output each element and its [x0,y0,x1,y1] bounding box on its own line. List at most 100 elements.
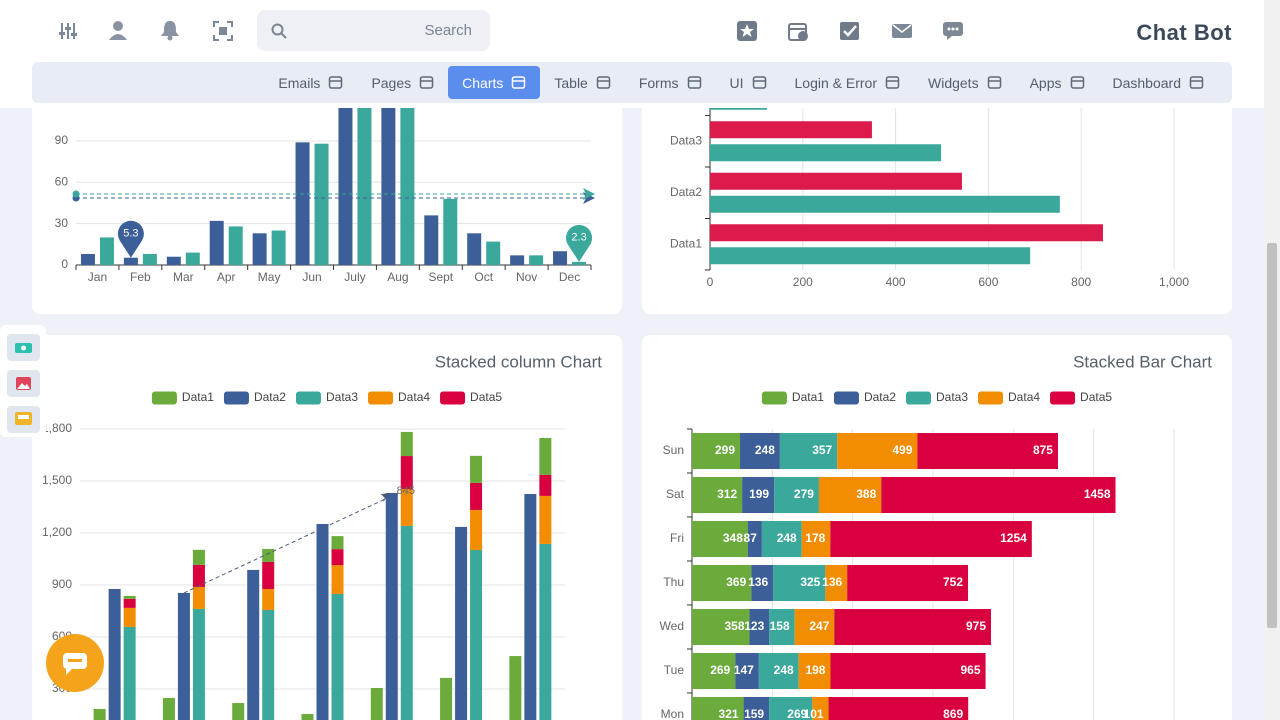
menu-icon [687,76,701,89]
data-label: 248 [774,663,794,677]
x-tick-label: Apr [217,270,236,284]
legend-label: Data1 [182,390,214,404]
data-label: 369 [726,575,746,589]
bar [798,653,831,689]
bar [370,687,383,720]
scrollbar[interactable] [1264,0,1280,720]
bell-icon[interactable] [160,20,180,42]
menu-item[interactable]: UI [716,66,781,99]
bar [710,121,872,139]
mail-icon[interactable] [891,20,913,42]
y-tick-label: Thu [663,575,684,589]
bar [262,561,275,589]
bar [751,565,774,601]
y-tick-label: Data1 [670,236,702,250]
scroll-thumb[interactable] [1267,243,1277,628]
bar [209,220,224,265]
bar [192,564,205,587]
menu-item[interactable]: Dashboard [1099,66,1219,99]
check-icon[interactable] [839,20,861,42]
bar [400,431,413,457]
bar [692,609,750,645]
legend-swatch [1050,391,1076,405]
y-tick-label: 90 [55,133,69,147]
menu-label: Table [554,74,588,91]
data-label: 248 [777,531,797,545]
y-tick-label: 1,500 [42,473,72,487]
bar [539,438,552,475]
legend-swatch [833,391,859,405]
trend-arrow-head [380,492,392,502]
legend-swatch [761,391,787,405]
bar [185,252,200,265]
bar [331,594,344,720]
bar [828,697,969,720]
user-icon[interactable] [108,20,128,42]
y-tick-label: Data2 [670,185,702,199]
legend-swatch [368,391,394,405]
menu-item[interactable]: Apps [1016,66,1099,99]
bar [232,703,245,720]
bar [400,456,413,489]
y-tick-label: Fri [670,531,684,545]
bar [443,198,458,265]
legend-swatch [978,391,1004,405]
data-label: 357 [812,443,832,457]
bar [400,525,413,720]
menu-icon [419,76,434,89]
trend-arrow [183,495,392,594]
menu-item[interactable]: Login & Error [781,66,914,99]
bar [142,253,157,265]
data-label: 248 [755,443,775,457]
data-label: 279 [794,487,814,501]
data-label: 1254 [1000,531,1027,545]
menu-item[interactable]: Charts [448,66,541,99]
fullscreen-icon[interactable] [212,20,234,42]
data-label: 199 [749,487,769,501]
settings-icon[interactable] [58,20,78,42]
bar [692,433,741,469]
data-label: 101 [804,707,824,720]
search-placeholder: Search [424,22,472,39]
search-box[interactable]: Search [257,10,490,51]
data-label: 147 [734,663,754,677]
bar [93,708,106,720]
x-tick-label: Mar [173,270,194,284]
bar [758,653,799,689]
y-tick-label: 30 [55,216,69,230]
bar [301,713,314,720]
y-tick-label: Sat [666,487,685,501]
menu-icon [885,76,900,89]
bar [123,607,136,627]
bar [830,653,986,689]
bar [262,548,275,562]
data-label: 869 [943,707,963,720]
star-icon[interactable] [736,20,758,42]
menu-item[interactable]: Table [540,66,624,99]
legend: Data1 Data2 Data3 Data4 Data5 [151,390,502,405]
bar [740,433,780,469]
menu-item[interactable]: Widgets [914,66,1016,99]
bar [692,477,743,513]
x-tick-label: July [344,270,365,284]
bar [818,477,882,513]
x-tick-label: Jun [302,270,321,284]
data-label: 247 [809,619,829,633]
legend-label: Data5 [1080,390,1112,404]
legend-swatch [295,391,321,405]
bar [99,237,114,265]
y-tick-label: Sun [663,443,684,457]
menu-item[interactable]: Forms [625,66,716,99]
bar [192,549,205,565]
x-tick-label: Feb [130,270,151,284]
calendar-icon[interactable] [787,20,809,42]
legend-swatch [223,391,249,405]
menu-item[interactable]: Pages [357,66,448,99]
menu-item[interactable]: Emails [264,66,357,99]
bar [316,523,329,720]
menu-label: Apps [1029,74,1062,91]
bar [742,477,775,513]
chat-icon[interactable] [942,20,964,42]
bar [769,609,795,645]
